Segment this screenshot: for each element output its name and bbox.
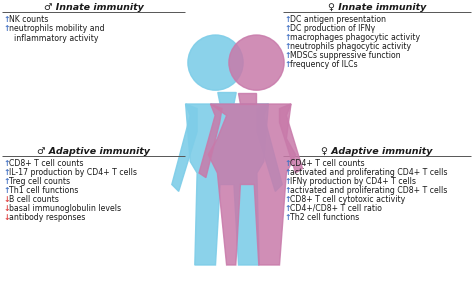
Text: macrophages phagocytic activity: macrophages phagocytic activity [290, 33, 420, 42]
Text: CD4+ T cell counts: CD4+ T cell counts [290, 158, 365, 168]
Text: ↑: ↑ [284, 14, 291, 24]
Text: activated and proliferating CD4+ T cells: activated and proliferating CD4+ T cells [290, 168, 447, 177]
Text: IL-17 production by CD4+ T cells: IL-17 production by CD4+ T cells [9, 168, 137, 177]
Text: DC production of IFNγ: DC production of IFNγ [290, 24, 375, 32]
Text: DC antigen presentation: DC antigen presentation [290, 14, 386, 24]
Text: ↑: ↑ [284, 204, 291, 213]
Polygon shape [238, 93, 256, 104]
Text: neutrophils phagocytic activity: neutrophils phagocytic activity [290, 42, 411, 51]
Text: ↑: ↑ [3, 168, 9, 177]
Text: CD8+ T cell cytotoxic activity: CD8+ T cell cytotoxic activity [290, 195, 405, 204]
Text: basal immunoglobulin levels: basal immunoglobulin levels [9, 204, 121, 213]
Text: B cell counts: B cell counts [9, 195, 59, 204]
Text: frequency of ILCs: frequency of ILCs [290, 60, 357, 69]
Text: ↓: ↓ [3, 204, 9, 213]
Polygon shape [208, 104, 296, 265]
Text: ↑: ↑ [3, 24, 9, 32]
Circle shape [188, 35, 243, 90]
Text: ♀ Innate immunity: ♀ Innate immunity [328, 3, 426, 12]
Text: CD8+ T cell counts: CD8+ T cell counts [9, 158, 83, 168]
Text: ♂ Adaptive immunity: ♂ Adaptive immunity [37, 147, 150, 156]
Text: Th2 cell functions: Th2 cell functions [290, 213, 359, 222]
Text: ♀ Adaptive immunity: ♀ Adaptive immunity [321, 147, 433, 156]
Text: ↑: ↑ [284, 213, 291, 222]
Circle shape [229, 35, 284, 90]
Polygon shape [218, 93, 236, 104]
Text: ↑: ↑ [3, 177, 9, 186]
Text: ↑: ↑ [3, 186, 9, 195]
Text: Th1 cell functions: Th1 cell functions [9, 186, 78, 195]
Text: ↓: ↓ [3, 213, 9, 222]
Polygon shape [199, 104, 222, 178]
Text: ↑: ↑ [3, 14, 9, 24]
Text: neutrophils mobility and
  inflammatory activity: neutrophils mobility and inflammatory ac… [9, 24, 105, 43]
Text: ↑: ↑ [284, 42, 291, 51]
Text: ↑: ↑ [284, 24, 291, 32]
Text: ♂ Innate immunity: ♂ Innate immunity [44, 3, 144, 12]
Text: antibody responses: antibody responses [9, 213, 85, 222]
Text: ↑: ↑ [284, 195, 291, 204]
Text: NK counts: NK counts [9, 14, 48, 24]
Text: CD4+/CD8+ T cell ratio: CD4+/CD8+ T cell ratio [290, 204, 382, 213]
Text: ↑: ↑ [3, 158, 9, 168]
Polygon shape [186, 104, 268, 265]
Text: ↓: ↓ [3, 195, 9, 204]
Text: activated and proliferating CD8+ T cells: activated and proliferating CD8+ T cells [290, 186, 447, 195]
Text: MDSCs suppressive function: MDSCs suppressive function [290, 51, 401, 60]
Text: ↑: ↑ [284, 177, 291, 186]
Polygon shape [172, 104, 197, 191]
Text: ↑: ↑ [284, 33, 291, 42]
Polygon shape [280, 104, 302, 173]
Text: ↑: ↑ [284, 186, 291, 195]
Polygon shape [257, 104, 282, 191]
Text: ↑: ↑ [284, 168, 291, 177]
Text: ↑: ↑ [284, 51, 291, 60]
Text: IFNγ production by CD4+ T cells: IFNγ production by CD4+ T cells [290, 177, 416, 186]
Text: Treg cell counts: Treg cell counts [9, 177, 70, 186]
Text: ↑: ↑ [284, 158, 291, 168]
Text: ↑: ↑ [284, 60, 291, 69]
